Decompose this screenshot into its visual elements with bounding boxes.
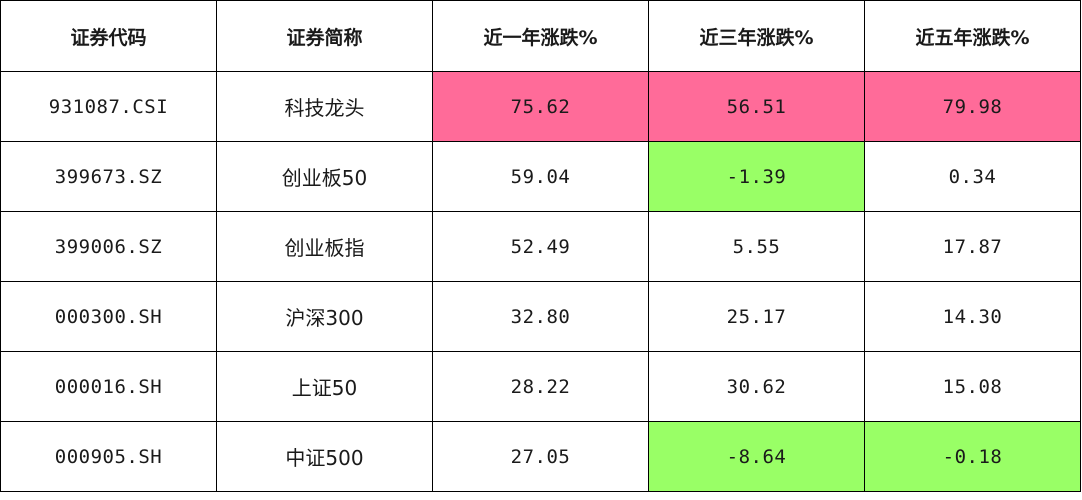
table-row: 399006.SZ 创业板指 52.49 5.55 17.87: [0, 211, 1081, 282]
header-5y-change: 近五年涨跌%: [864, 0, 1081, 72]
change-5y-cell: 15.08: [864, 351, 1081, 422]
security-name-cell: 沪深300: [216, 281, 433, 352]
change-1y-cell: 52.49: [432, 211, 649, 282]
change-3y-cell: 25.17: [648, 281, 865, 352]
security-name-cell: 科技龙头: [216, 71, 433, 142]
change-3y-cell: 30.62: [648, 351, 865, 422]
change-1y-cell: 75.62: [432, 71, 649, 142]
change-3y-cell: 5.55: [648, 211, 865, 282]
table-row: 931087.CSI 科技龙头 75.62 56.51 79.98: [0, 71, 1081, 142]
table-row: 000905.SH 中证500 27.05 -8.64 -0.18: [0, 421, 1081, 492]
change-1y-cell: 32.80: [432, 281, 649, 352]
security-code-cell: 000016.SH: [0, 351, 217, 422]
change-5y-cell: 14.30: [864, 281, 1081, 352]
change-5y-cell: 17.87: [864, 211, 1081, 282]
security-name-cell: 中证500: [216, 421, 433, 492]
security-code-cell: 399006.SZ: [0, 211, 217, 282]
table-row: 000300.SH 沪深300 32.80 25.17 14.30: [0, 281, 1081, 352]
header-security-name: 证券简称: [216, 0, 433, 72]
security-name-cell: 创业板指: [216, 211, 433, 282]
change-1y-cell: 28.22: [432, 351, 649, 422]
change-5y-cell: 79.98: [864, 71, 1081, 142]
change-1y-cell: 59.04: [432, 141, 649, 212]
change-1y-cell: 27.05: [432, 421, 649, 492]
security-name-cell: 创业板50: [216, 141, 433, 212]
change-5y-cell: -0.18: [864, 421, 1081, 492]
change-3y-cell: -1.39: [648, 141, 865, 212]
header-security-code: 证券代码: [0, 0, 217, 72]
security-code-cell: 000905.SH: [0, 421, 217, 492]
security-name-cell: 上证50: [216, 351, 433, 422]
change-3y-cell: 56.51: [648, 71, 865, 142]
header-3y-change: 近三年涨跌%: [648, 0, 865, 72]
header-1y-change: 近一年涨跌%: [432, 0, 649, 72]
security-code-cell: 399673.SZ: [0, 141, 217, 212]
security-code-cell: 000300.SH: [0, 281, 217, 352]
change-5y-cell: 0.34: [864, 141, 1081, 212]
security-code-cell: 931087.CSI: [0, 71, 217, 142]
table-row: 000016.SH 上证50 28.22 30.62 15.08: [0, 351, 1081, 422]
header-row: 证券代码 证券简称 近一年涨跌% 近三年涨跌% 近五年涨跌%: [0, 0, 1081, 72]
table-row: 399673.SZ 创业板50 59.04 -1.39 0.34: [0, 141, 1081, 212]
change-3y-cell: -8.64: [648, 421, 865, 492]
